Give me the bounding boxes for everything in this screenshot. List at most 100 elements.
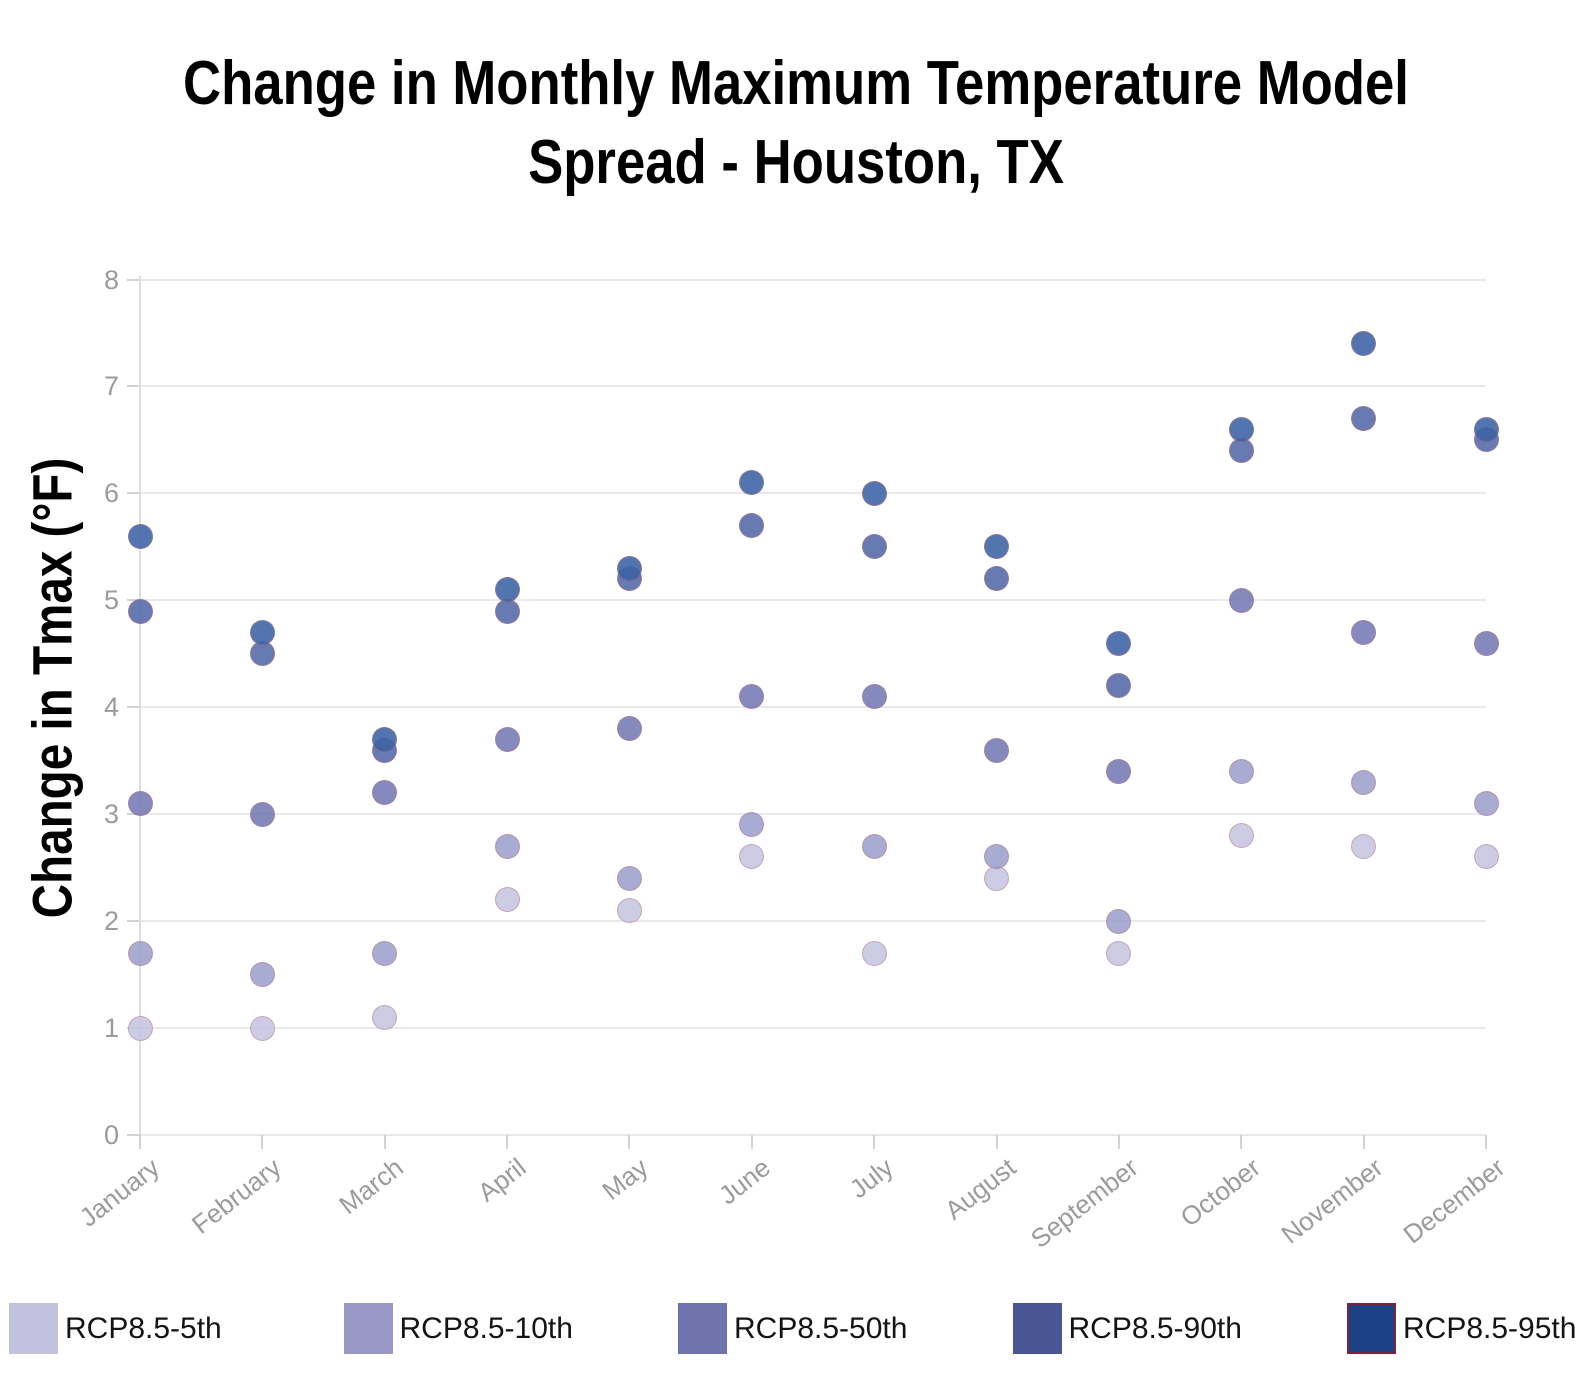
x-tick-label-january: January bbox=[73, 1152, 165, 1233]
x-tick-january bbox=[139, 1135, 141, 1149]
y-tick-label-7: 7 bbox=[103, 371, 119, 402]
data-point-rcp8.5-50th-august bbox=[984, 737, 1010, 763]
data-point-rcp8.5-10th-november bbox=[1351, 769, 1377, 795]
data-point-rcp8.5-50th-april bbox=[494, 726, 520, 752]
y-tick-2 bbox=[127, 920, 140, 923]
chart-title-line1: Change in Monthly Maximum Temperature Mo… bbox=[183, 49, 1409, 118]
y-tick-0 bbox=[127, 1134, 140, 1136]
x-tick-label-september: September bbox=[1024, 1152, 1144, 1254]
x-tick-june bbox=[750, 1135, 753, 1149]
x-tick-label-may: May bbox=[596, 1152, 654, 1206]
data-point-rcp8.5-10th-april bbox=[494, 833, 520, 859]
data-point-rcp8.5-50th-november bbox=[1351, 619, 1377, 645]
x-tick-label-august: August bbox=[938, 1152, 1022, 1226]
x-tick-may bbox=[628, 1135, 631, 1149]
y-axis-line bbox=[139, 275, 141, 1135]
legend-item-rcp8.5-50th: RCP8.5-50th bbox=[678, 1303, 907, 1354]
data-point-rcp8.5-90th-february bbox=[249, 641, 275, 667]
legend-swatch-rcp8.5-10th bbox=[343, 1303, 393, 1354]
y-tick-8 bbox=[127, 278, 140, 281]
data-point-rcp8.5-5th-february bbox=[249, 1015, 275, 1041]
y-tick-label-1: 1 bbox=[103, 1013, 119, 1044]
data-point-rcp8.5-90th-october bbox=[1228, 438, 1254, 464]
data-point-rcp8.5-50th-september bbox=[1106, 758, 1132, 784]
data-point-rcp8.5-95th-march bbox=[372, 726, 398, 752]
legend-item-rcp8.5-95th: RCP8.5-95th bbox=[1347, 1303, 1576, 1354]
data-point-rcp8.5-5th-august bbox=[984, 865, 1010, 891]
data-point-rcp8.5-5th-july bbox=[861, 940, 887, 966]
x-tick-july bbox=[873, 1135, 876, 1149]
x-tick-november bbox=[1362, 1135, 1365, 1149]
gridline-y-4 bbox=[140, 706, 1486, 709]
x-tick-december bbox=[1485, 1135, 1487, 1149]
legend-swatch-rcp8.5-90th bbox=[1012, 1303, 1062, 1354]
y-axis-title: Change in Tmax (°F) bbox=[20, 457, 84, 919]
x-tick-label-november: November bbox=[1275, 1152, 1389, 1250]
data-point-rcp8.5-50th-january bbox=[127, 790, 153, 816]
data-point-rcp8.5-5th-march bbox=[372, 1004, 398, 1030]
data-point-rcp8.5-50th-february bbox=[249, 801, 275, 827]
x-tick-february bbox=[261, 1135, 264, 1149]
gridline-y-6 bbox=[140, 492, 1486, 495]
data-point-rcp8.5-50th-june bbox=[739, 684, 765, 710]
data-point-rcp8.5-10th-september bbox=[1106, 908, 1132, 934]
x-tick-label-march: March bbox=[333, 1152, 410, 1221]
y-tick-label-3: 3 bbox=[103, 799, 119, 830]
y-tick-4 bbox=[127, 706, 140, 709]
legend-item-rcp8.5-90th: RCP8.5-90th bbox=[1012, 1303, 1242, 1354]
data-point-rcp8.5-5th-april bbox=[494, 887, 520, 913]
data-point-rcp8.5-90th-november bbox=[1351, 406, 1377, 432]
data-point-rcp8.5-90th-january bbox=[127, 598, 153, 624]
data-point-rcp8.5-5th-december bbox=[1473, 844, 1499, 870]
data-point-rcp8.5-10th-february bbox=[249, 962, 275, 988]
data-point-rcp8.5-50th-march bbox=[372, 780, 398, 806]
data-point-rcp8.5-95th-april bbox=[494, 577, 520, 603]
data-point-rcp8.5-5th-october bbox=[1228, 823, 1254, 849]
legend-label-rcp8.5-5th: RCP8.5-5th bbox=[65, 1311, 222, 1345]
data-point-rcp8.5-50th-may bbox=[616, 716, 642, 742]
data-point-rcp8.5-90th-april bbox=[494, 598, 520, 624]
data-point-rcp8.5-10th-october bbox=[1228, 758, 1254, 784]
gridline-y-1 bbox=[140, 1027, 1486, 1030]
data-point-rcp8.5-10th-june bbox=[739, 812, 765, 838]
legend-item-rcp8.5-5th: RCP8.5-5th bbox=[9, 1303, 222, 1354]
data-point-rcp8.5-5th-june bbox=[739, 844, 765, 870]
x-tick-september bbox=[1117, 1135, 1120, 1149]
y-tick-label-0: 0 bbox=[103, 1120, 119, 1150]
data-point-rcp8.5-10th-march bbox=[372, 940, 398, 966]
legend-label-rcp8.5-95th: RCP8.5-95th bbox=[1403, 1311, 1577, 1345]
legend-swatch-rcp8.5-50th bbox=[678, 1303, 727, 1354]
x-tick-label-february: February bbox=[186, 1152, 287, 1240]
chart-title: Change in Monthly Maximum Temperature Mo… bbox=[119, 44, 1472, 203]
legend-label-rcp8.5-90th: RCP8.5-90th bbox=[1068, 1311, 1242, 1345]
data-point-rcp8.5-5th-november bbox=[1351, 833, 1377, 859]
data-point-rcp8.5-50th-october bbox=[1228, 587, 1254, 613]
y-tick-7 bbox=[127, 385, 140, 388]
data-point-rcp8.5-10th-august bbox=[984, 844, 1010, 870]
legend-label-rcp8.5-10th: RCP8.5-10th bbox=[399, 1311, 573, 1345]
data-point-rcp8.5-5th-september bbox=[1106, 940, 1132, 966]
gridline-y-0 bbox=[140, 1134, 1486, 1136]
x-tick-april bbox=[506, 1135, 509, 1149]
data-point-rcp8.5-95th-january bbox=[127, 523, 153, 549]
data-point-rcp8.5-5th-january bbox=[127, 1015, 153, 1041]
data-point-rcp8.5-10th-may bbox=[616, 865, 642, 891]
data-point-rcp8.5-95th-february bbox=[249, 619, 275, 645]
y-tick-label-6: 6 bbox=[103, 478, 119, 509]
y-tick-label-8: 8 bbox=[103, 264, 119, 295]
x-tick-august bbox=[995, 1135, 998, 1149]
x-tick-label-april: April bbox=[472, 1152, 532, 1208]
data-point-rcp8.5-95th-july bbox=[861, 480, 887, 506]
legend-item-rcp8.5-10th: RCP8.5-10th bbox=[343, 1303, 573, 1354]
x-tick-label-october: October bbox=[1174, 1152, 1266, 1233]
chart-title-line2: Spread - Houston, TX bbox=[528, 128, 1064, 198]
data-point-rcp8.5-95th-october bbox=[1228, 416, 1254, 442]
gridline-y-5 bbox=[140, 599, 1486, 602]
legend-swatch-rcp8.5-5th bbox=[9, 1303, 58, 1354]
data-point-rcp8.5-95th-december bbox=[1473, 416, 1499, 442]
data-point-rcp8.5-5th-may bbox=[616, 897, 642, 923]
gridline-y-7 bbox=[140, 385, 1486, 388]
gridline-y-2 bbox=[140, 920, 1486, 923]
data-point-rcp8.5-90th-august bbox=[984, 566, 1010, 592]
